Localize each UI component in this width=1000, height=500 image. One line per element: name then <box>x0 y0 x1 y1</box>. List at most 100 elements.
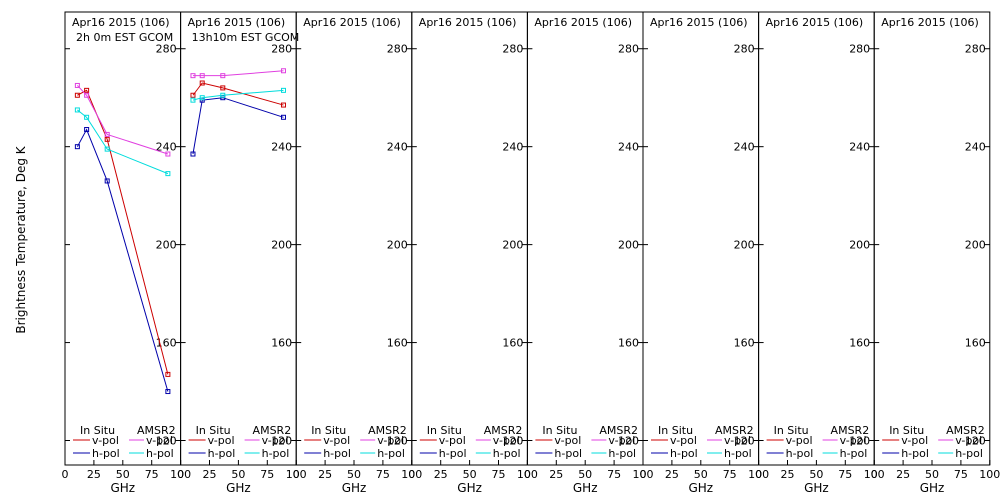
x-tick-label: 50 <box>347 468 361 481</box>
y-tick-label: 200 <box>734 239 755 252</box>
series-line-3 <box>192 70 284 77</box>
data-point <box>165 371 171 377</box>
y-tick-label: 240 <box>965 141 986 154</box>
chart-panel-2: Apr16 2015 (106) 13h10m EST GCOM 120 160 200… <box>177 11 307 495</box>
legend-label-amsr2-hpol: h-pol <box>146 447 174 460</box>
legend-label-insitu-vpol: v-pol <box>92 434 119 447</box>
chart-panel-7: Apr16 2015 (106) 120 160 200 240 280 0 25 50 75 10… <box>755 11 885 495</box>
y-tick-label: 120 <box>965 435 986 448</box>
chart-panel-6: Apr16 2015 (106) 120 160 200 240 280 0 25 50 75 10… <box>640 11 769 495</box>
panel-subtitle: 2h 0m EST GCOM <box>76 31 173 44</box>
x-tick-label: 100 <box>979 468 1000 481</box>
y-tick-label: 240 <box>502 141 523 154</box>
x-tick-label: 75 <box>607 468 621 481</box>
legend-label-amsr2-vpol: v-pol <box>146 434 173 447</box>
y-tick-label: 120 <box>387 435 408 448</box>
data-point <box>190 73 196 79</box>
x-tick-label: 25 <box>549 468 563 481</box>
chart-panel-3: Apr16 2015 (106) 120 160 200 240 280 0 25 50 75 10… <box>293 11 422 495</box>
y-tick-label: 280 <box>618 43 639 56</box>
y-tick-label: 280 <box>156 43 177 56</box>
data-point <box>74 92 80 98</box>
y-tick-label: 280 <box>849 43 870 56</box>
y-tick-label: 200 <box>271 239 292 252</box>
panel-title: Apr16 2015 (106) <box>188 16 286 29</box>
legend-in-situ-header: In Situ <box>311 424 346 437</box>
x-tick-label: 75 <box>145 468 159 481</box>
legend-amsr2-header: AMSR2 <box>831 424 870 437</box>
x-axis-label: GHz <box>457 481 482 495</box>
legend-label-insitu-hpol: h-pol <box>554 447 582 460</box>
data-point <box>220 85 226 91</box>
data-point <box>165 171 171 177</box>
y-tick-label: 240 <box>618 141 639 154</box>
chart-panel-1: Apr16 2015 (106)2h 0m EST GCOM1201602002… <box>62 11 191 495</box>
y-tick-label: 160 <box>502 337 523 350</box>
y-tick-label: 200 <box>502 239 523 252</box>
panel-subtitle: 13h10m EST GCOM <box>192 31 300 44</box>
x-tick-label: 75 <box>492 468 506 481</box>
panel-title: Apr16 2015 (106) <box>534 16 632 29</box>
x-tick-label: 100 <box>748 468 769 481</box>
y-tick-label: 280 <box>271 43 292 56</box>
x-tick-label: 100 <box>517 468 538 481</box>
legend-label-amsr2-vpol: v-pol <box>262 434 289 447</box>
y-tick-label: 240 <box>849 141 870 154</box>
x-tick-label: 0 <box>755 468 762 481</box>
x-tick-label: 0 <box>62 468 69 481</box>
legend-label-amsr2-vpol: v-pol <box>724 434 751 447</box>
legend-label-amsr2-vpol: v-pol <box>840 434 867 447</box>
panel-title: Apr16 2015 (106) <box>881 16 979 29</box>
legend-amsr2-header: AMSR2 <box>137 424 176 437</box>
legend-label-amsr2-vpol: v-pol <box>608 434 635 447</box>
y-tick-label: 120 <box>156 435 177 448</box>
x-tick-label: 75 <box>723 468 737 481</box>
panel-title: Apr16 2015 (106) <box>72 16 170 29</box>
data-point <box>190 92 196 98</box>
y-tick-label: 120 <box>618 435 639 448</box>
data-point <box>220 92 226 98</box>
x-tick-label: 50 <box>463 468 477 481</box>
legend-label-insitu-hpol: h-pol <box>208 447 236 460</box>
legend-amsr2-header: AMSR2 <box>253 424 292 437</box>
x-tick-label: 100 <box>401 468 422 481</box>
data-point <box>220 73 226 79</box>
legend-in-situ-header: In Situ <box>542 424 577 437</box>
series-line-1 <box>192 82 284 106</box>
x-tick-label: 50 <box>925 468 939 481</box>
legend-label-amsr2-hpol: h-pol <box>262 447 290 460</box>
legend-label-insitu-vpol: v-pol <box>554 434 581 447</box>
y-tick-label: 280 <box>734 43 755 56</box>
legend-label-insitu-vpol: v-pol <box>786 434 813 447</box>
x-tick-label: 75 <box>838 468 852 481</box>
legend-amsr2-header: AMSR2 <box>484 424 523 437</box>
y-tick-label: 160 <box>965 337 986 350</box>
x-tick-label: 25 <box>665 468 679 481</box>
legend-label-amsr2-hpol: h-pol <box>608 447 636 460</box>
series-line-4 <box>192 89 284 101</box>
data-point <box>199 95 205 101</box>
y-tick-label: 160 <box>618 337 639 350</box>
x-tick-label: 0 <box>177 468 184 481</box>
x-axis-label: GHz <box>688 481 713 495</box>
data-point <box>190 151 196 157</box>
y-tick-label: 200 <box>849 239 870 252</box>
x-axis-label: GHz <box>573 481 598 495</box>
y-tick-label: 240 <box>271 141 292 154</box>
x-tick-label: 50 <box>231 468 245 481</box>
legend-label-amsr2-hpol: h-pol <box>724 447 752 460</box>
x-tick-label: 75 <box>260 468 274 481</box>
x-tick-label: 75 <box>376 468 390 481</box>
legend-in-situ-header: In Situ <box>658 424 693 437</box>
x-tick-label: 25 <box>781 468 795 481</box>
x-tick-label: 0 <box>408 468 415 481</box>
chart-panel-5: Apr16 2015 (106) 120 160 200 240 280 0 25 50 75 10… <box>524 11 654 495</box>
data-point <box>280 114 286 120</box>
legend-amsr2-header: AMSR2 <box>599 424 638 437</box>
y-tick-label: 200 <box>965 239 986 252</box>
legend-label-insitu-hpol: h-pol <box>901 447 929 460</box>
